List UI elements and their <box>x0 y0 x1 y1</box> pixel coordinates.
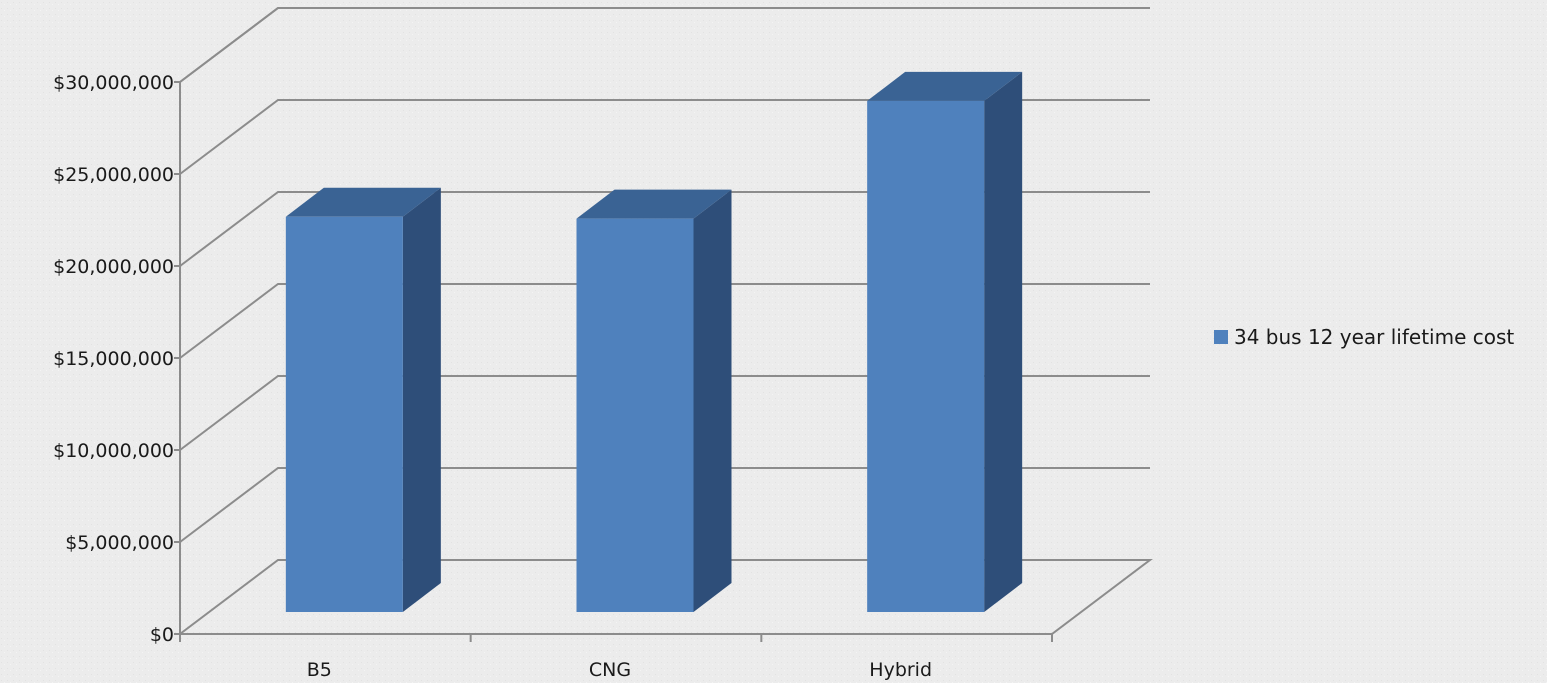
y-tick-label: $15,000,000 <box>53 348 174 370</box>
y-tick-label: $5,000,000 <box>65 532 174 554</box>
x-tick-label: Hybrid <box>869 659 932 681</box>
bar-side <box>984 71 1023 612</box>
x-tick-label: CNG <box>589 659 631 681</box>
gridline-top <box>179 7 1150 83</box>
x-tick-label: B5 <box>307 659 332 681</box>
x-axis-ticks: B5 CNG Hybrid <box>179 634 1053 681</box>
legend-label: 34 bus 12 year lifetime cost <box>1234 325 1514 349</box>
legend: 34 bus 12 year lifetime cost <box>1214 325 1514 349</box>
bar-top <box>576 189 732 219</box>
y-tick-label: $25,000,000 <box>53 164 174 186</box>
y-axis-ticks: $0 $5,000,000 $10,000,000 $15,000,000 $20,00… <box>53 72 180 646</box>
y-tick-label: $10,000,000 <box>53 440 174 462</box>
bar-cng <box>576 189 732 612</box>
bars <box>285 71 1023 613</box>
gridline <box>179 375 1150 451</box>
y-tick-label: $20,000,000 <box>53 256 174 278</box>
bar-front <box>867 100 985 612</box>
gridline <box>179 467 1150 543</box>
gridlines <box>179 7 1150 543</box>
legend-swatch <box>1214 330 1228 344</box>
gridline <box>179 191 1150 267</box>
bar-hybrid <box>867 71 1023 612</box>
gridline <box>179 99 1150 175</box>
y-tick-label: $30,000,000 <box>53 72 174 94</box>
bar-top <box>867 71 1023 101</box>
bar-b5 <box>285 187 441 613</box>
bar-front <box>285 216 403 613</box>
gridline <box>179 283 1150 359</box>
bar-side <box>402 187 441 613</box>
bar-side <box>693 189 732 612</box>
y-tick-label: $0 <box>150 624 174 646</box>
bar-top <box>285 187 441 217</box>
bar-front <box>576 218 694 612</box>
